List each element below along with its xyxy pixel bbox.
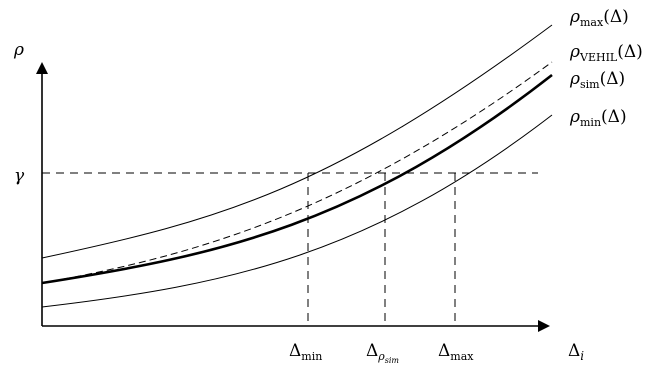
curve-label-rho-vehil: ρVEHIL(Δ) xyxy=(569,42,643,64)
y-axis-label: ρ xyxy=(13,40,24,60)
curve-label-rho-sim: ρsim(Δ) xyxy=(569,69,625,91)
threshold-label: γ xyxy=(14,166,25,186)
x-axis-label: Δi xyxy=(568,341,584,363)
curve-rho-min xyxy=(41,114,553,308)
curve-label-rho-max: ρmax(Δ) xyxy=(569,7,629,29)
curve-label-rho-min: ρmin(Δ) xyxy=(569,107,627,129)
x-mark-label-delta-min: Δmin xyxy=(289,341,322,363)
curve-rho-vehil xyxy=(41,61,553,284)
curve-rho-sim xyxy=(41,73,553,285)
curve-rho-max xyxy=(41,24,553,259)
x-mark-label-delta-rho-sim: Δρsim xyxy=(366,341,399,365)
x-mark-label-delta-max: Δmax xyxy=(438,341,474,363)
